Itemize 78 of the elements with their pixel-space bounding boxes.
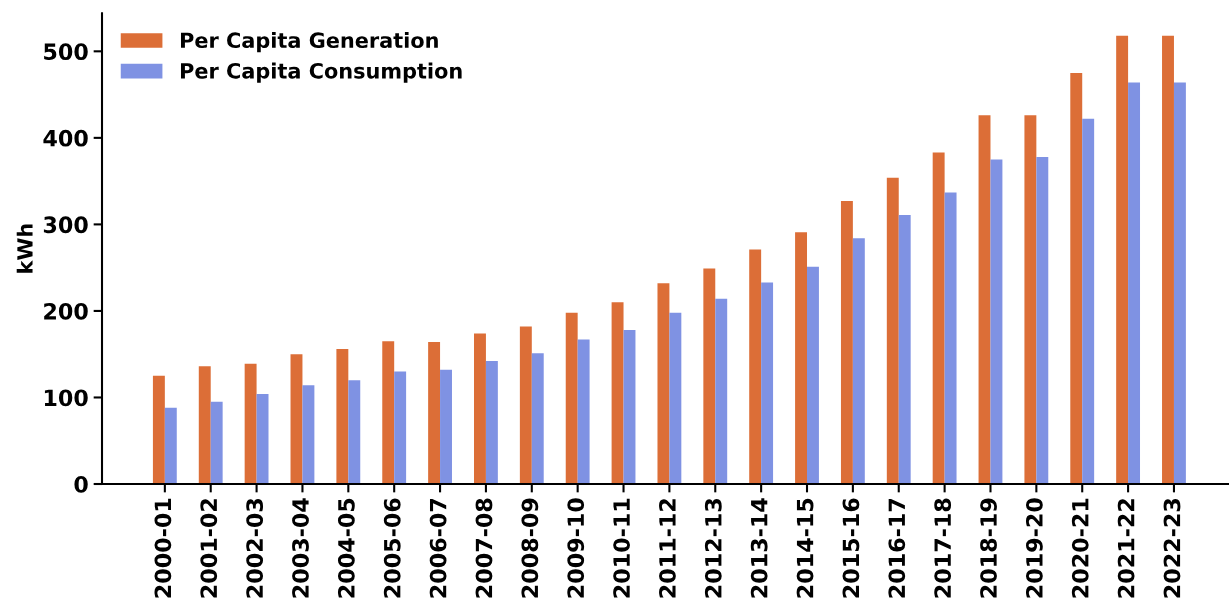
bar	[1082, 118, 1095, 485]
x-tick-label: 2009-10	[567, 498, 585, 598]
bar	[1173, 82, 1186, 485]
bar	[978, 115, 991, 485]
bar	[795, 232, 808, 485]
bar	[657, 283, 670, 485]
x-tick-label: 2001-02	[200, 499, 218, 598]
bar	[256, 394, 269, 485]
x-tick-label: 2016-17	[888, 498, 906, 598]
x-tick-label: 2019-20	[1025, 498, 1043, 598]
bar	[1036, 156, 1049, 485]
bar	[840, 201, 853, 485]
bar	[1024, 115, 1037, 485]
x-tick-label: 2015-16	[842, 498, 860, 598]
bar	[749, 249, 762, 485]
bar	[932, 152, 945, 485]
y-tick-label: 400	[43, 129, 88, 147]
bar	[440, 369, 452, 485]
bar	[336, 349, 349, 485]
legend-label: Per Capita Generation	[181, 31, 438, 53]
bar	[382, 341, 395, 485]
y-tick-label: 100	[44, 389, 88, 407]
bar	[1070, 72, 1083, 485]
x-tick-label: 2013-14	[750, 498, 768, 598]
x-tick-label: 2004-05	[337, 498, 355, 598]
legend-label: Per Capita Consumption	[181, 62, 462, 83]
x-tick-label: 2002-03	[246, 498, 264, 598]
bar	[210, 401, 223, 485]
bar	[565, 312, 578, 485]
bar	[164, 407, 177, 485]
x-tick-label: 2003-04	[292, 498, 309, 598]
bar	[302, 385, 315, 485]
bar	[623, 329, 636, 485]
bar	[485, 361, 498, 485]
bar	[1162, 35, 1174, 485]
bar	[290, 354, 303, 485]
y-tick-label: 200	[44, 302, 88, 320]
x-tick-label: 2006-07	[429, 498, 447, 598]
bar	[152, 375, 165, 485]
bar	[852, 238, 865, 485]
x-tick-label: 2020-21	[1071, 498, 1089, 598]
bar	[577, 339, 590, 485]
bar	[761, 282, 774, 485]
x-tick-label: 2021-22	[1117, 499, 1135, 598]
bar	[474, 333, 486, 485]
y-axis-title: kWh	[16, 224, 33, 273]
bar	[886, 177, 899, 485]
x-tick-label: 2005-06	[383, 498, 401, 598]
x-tick-label: 2000-01	[154, 498, 172, 598]
y-tick-label: 300	[43, 216, 88, 234]
bar	[198, 366, 211, 485]
bar	[990, 159, 1003, 485]
x-tick-label: 2014-15	[796, 498, 814, 598]
bar	[703, 268, 716, 485]
bar	[715, 298, 728, 485]
x-tick-label: 2008-09	[521, 498, 539, 598]
bar	[348, 380, 361, 485]
y-tick-label: 500	[44, 43, 88, 61]
x-tick-label: 2022-23	[1163, 498, 1181, 598]
bar	[944, 192, 957, 485]
bar	[1116, 35, 1129, 485]
x-tick-label: 2017-18	[934, 498, 952, 598]
x-tick-label: 2012-13	[704, 498, 722, 598]
bar	[394, 371, 407, 485]
bar	[1128, 82, 1141, 485]
x-tick-label: 2011-12	[659, 499, 676, 598]
bar	[807, 266, 819, 485]
bar	[428, 342, 441, 485]
x-tick-label: 2007-08	[475, 498, 493, 598]
y-tick-label: 0	[74, 475, 88, 493]
bar	[611, 302, 624, 485]
bar	[898, 214, 911, 485]
x-tick-label: 2010-11	[613, 498, 630, 598]
bar	[244, 363, 257, 485]
bar	[531, 353, 544, 485]
bar	[669, 312, 682, 485]
bar	[519, 326, 532, 485]
x-tick-label: 2018-19	[980, 498, 997, 598]
